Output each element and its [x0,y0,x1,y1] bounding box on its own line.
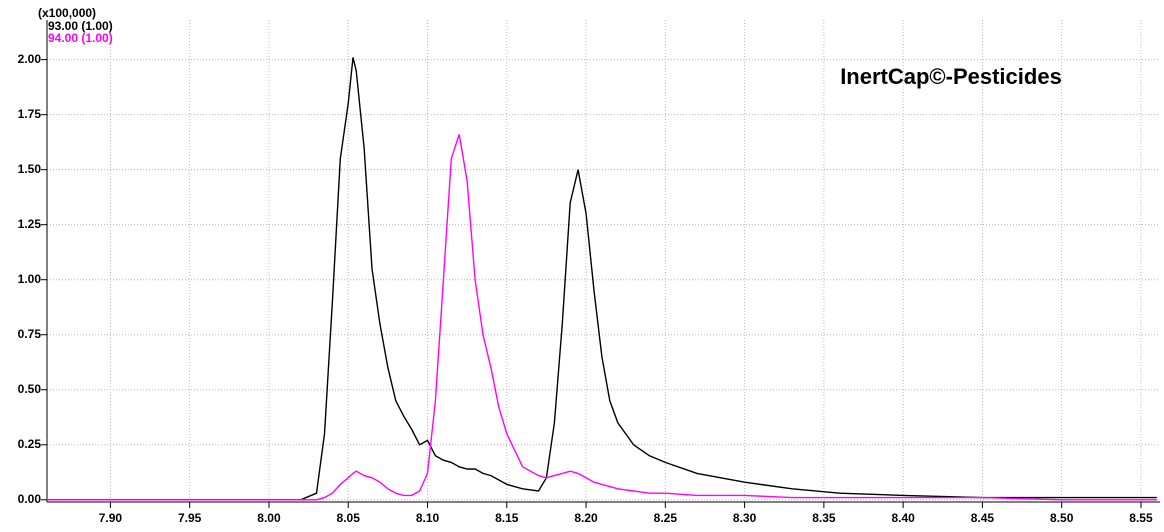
x-tick-label: 8.05 [337,511,361,525]
y-axis-label: (x100,000) [38,6,96,20]
x-tick-label: 8.30 [733,511,757,525]
y-tick-label: 1.00 [18,272,42,286]
y-tick-label: 0.75 [18,327,42,341]
x-tick-label: 8.00 [257,511,281,525]
x-tick-label: 8.55 [1129,511,1153,525]
y-tick-label: 0.00 [18,492,42,506]
x-tick-label: 8.45 [971,511,995,525]
annotation-box [792,54,1110,102]
legend-entry: 93.00 (1.00) [48,19,113,33]
y-tick-label: 1.75 [18,107,42,121]
series-line [47,134,1157,501]
series-line [47,57,1157,501]
x-tick-label: 8.35 [812,511,836,525]
x-tick-label: 8.50 [1050,511,1074,525]
y-tick-label: 2.00 [18,52,42,66]
y-tick-label: 0.50 [18,382,42,396]
legend-entry: 94.00 (1.00) [48,31,113,45]
x-tick-label: 8.15 [495,511,519,525]
x-tick-label: 8.25 [654,511,678,525]
x-tick-label: 8.20 [574,511,598,525]
y-tick-label: 1.50 [18,162,42,176]
annotation: InertCap©-Pesticides [840,64,1062,89]
x-tick-label: 8.10 [416,511,440,525]
x-tick-label: 7.90 [99,511,123,525]
y-tick-label: 1.25 [18,217,42,231]
x-tick-label: 8.40 [891,511,915,525]
x-tick-label: 7.95 [178,511,202,525]
y-tick-label: 0.25 [18,437,42,451]
